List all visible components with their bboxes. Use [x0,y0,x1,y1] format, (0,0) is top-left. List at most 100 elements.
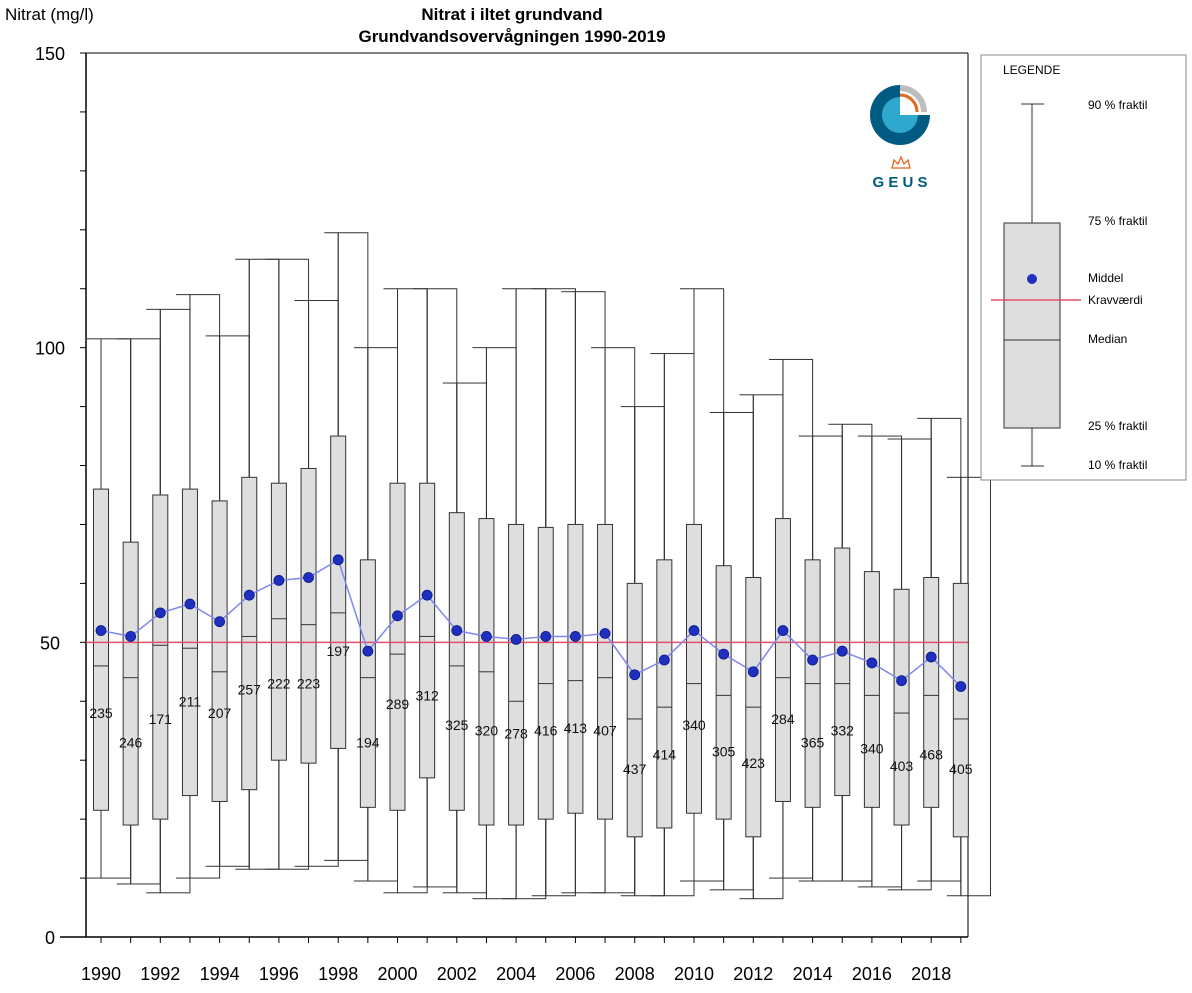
mean-marker [392,610,403,622]
chart-subtitle: Grundvandsovervågningen 1990-2019 [358,27,665,46]
sample-count-label: 257 [238,681,262,697]
legend-box [1003,222,1061,429]
mean-marker [896,675,907,687]
mean-marker [807,654,818,666]
mean-marker [836,645,848,657]
legend-label-limit: Kravværdi [1088,293,1143,307]
legend-mean-marker [1027,274,1037,284]
iqr-box [686,523,702,814]
iqr-box [626,582,643,838]
mean-marker [95,625,107,636]
legend-label-p10: 10 % fraktil [1088,458,1147,472]
logo-text: G E U S [872,174,927,191]
sample-count-label: 278 [504,726,528,742]
x-tick-label: 2018 [911,964,951,984]
iqr-box [863,571,880,808]
y-tick-label: 50 [40,633,60,653]
legend-label-p90: 90 % fraktil [1088,98,1147,112]
sample-count-label: 437 [623,761,647,777]
mean-line [100,558,962,688]
mean-marker [362,645,374,657]
iqr-box [508,523,525,826]
x-axis-ticks: 1990 1992 1994 1996 1998 2000 2002 2004 2006 2008… [81,937,962,984]
legend-label-p75: 75 % fraktil [1088,214,1147,228]
sample-count-label: 194 [356,735,380,751]
crown-icon [891,155,911,169]
x-tick-label: 2008 [615,964,655,984]
sample-count-label: 365 [801,735,825,751]
x-tick-label: 1990 [81,964,121,984]
mean-marker [303,572,314,583]
sample-count-label: 416 [534,723,558,739]
logo-grey-arc [899,85,927,113]
geus-logo: G E U S [870,85,934,191]
sample-count-label: 312 [415,687,439,703]
iqr-box [419,482,436,779]
sample-count-label: 340 [860,740,884,756]
iqr-box [774,518,791,802]
sample-count-label: 414 [653,746,677,762]
x-tick-label: 2012 [733,964,773,984]
mean-marker [570,631,581,642]
iqr-box [923,577,940,808]
mean-marker [214,616,226,628]
mean-marker [599,628,611,639]
x-tick-label: 2004 [496,964,536,984]
mean-marker [125,631,137,642]
mean-marker [925,651,937,663]
y-tick-label: 150 [35,44,65,64]
mean-marker [540,631,552,642]
sample-count-label: 171 [149,711,173,727]
x-tick-label: 1996 [259,964,299,984]
sample-count-label: 197 [327,643,351,659]
iqr-box [270,482,287,761]
sample-count-label: 246 [119,735,143,751]
y-axis-ticks: 0 50 100 150 [35,44,86,948]
mean-marker [481,631,492,642]
sample-count-label: 235 [89,705,113,721]
sample-count-label: 332 [831,723,855,739]
sample-count-label: 407 [593,723,617,739]
mean-marker [629,669,641,681]
iqr-box [241,476,258,791]
y-tick-label: 0 [45,928,55,948]
legend-label-median: Median [1088,332,1127,346]
mean-marker [154,607,166,619]
sample-count-label: 405 [949,761,973,777]
iqr-box [715,565,732,820]
iqr-box [567,523,584,814]
sample-count-labels: 235 246 171 211 207 257 222 223 197 194 289 312 325 3… [89,643,972,777]
mean-marker [688,625,700,636]
iqr-box [893,588,910,826]
x-tick-label: 1998 [318,964,358,984]
mean-marker [243,589,255,601]
x-tick-label: 2014 [793,964,833,984]
legend-label-p25: 25 % fraktil [1088,419,1147,433]
mean-marker [866,657,878,669]
mean-marker [273,575,285,586]
mean-marker [747,666,759,678]
mean-marker [718,648,730,660]
x-tick-label: 1994 [200,964,240,984]
sample-count-label: 468 [920,746,944,762]
iqr-box [448,512,465,811]
iqr-box [359,559,376,808]
mean-marker [451,625,463,636]
iqr-box [211,500,228,802]
sample-count-label: 305 [712,743,736,759]
box-series [87,232,991,900]
sample-count-label: 284 [771,711,795,727]
chart-title: Nitrat i iltet grundvand [421,5,602,24]
sample-count-label: 223 [297,676,321,692]
mean-marker [955,681,967,692]
iqr-box [597,523,614,820]
x-tick-label: 2016 [852,964,892,984]
sample-count-label: 222 [267,676,291,692]
iqr-box [93,488,109,811]
y-axis-label: Nitrat (mg/l) [5,5,94,24]
iqr-box [300,467,317,764]
legend: LEGENDE 90 % fraktil 75 % fraktil Middel… [980,54,1187,481]
sample-count-label: 207 [208,705,232,721]
mean-series [95,554,967,692]
